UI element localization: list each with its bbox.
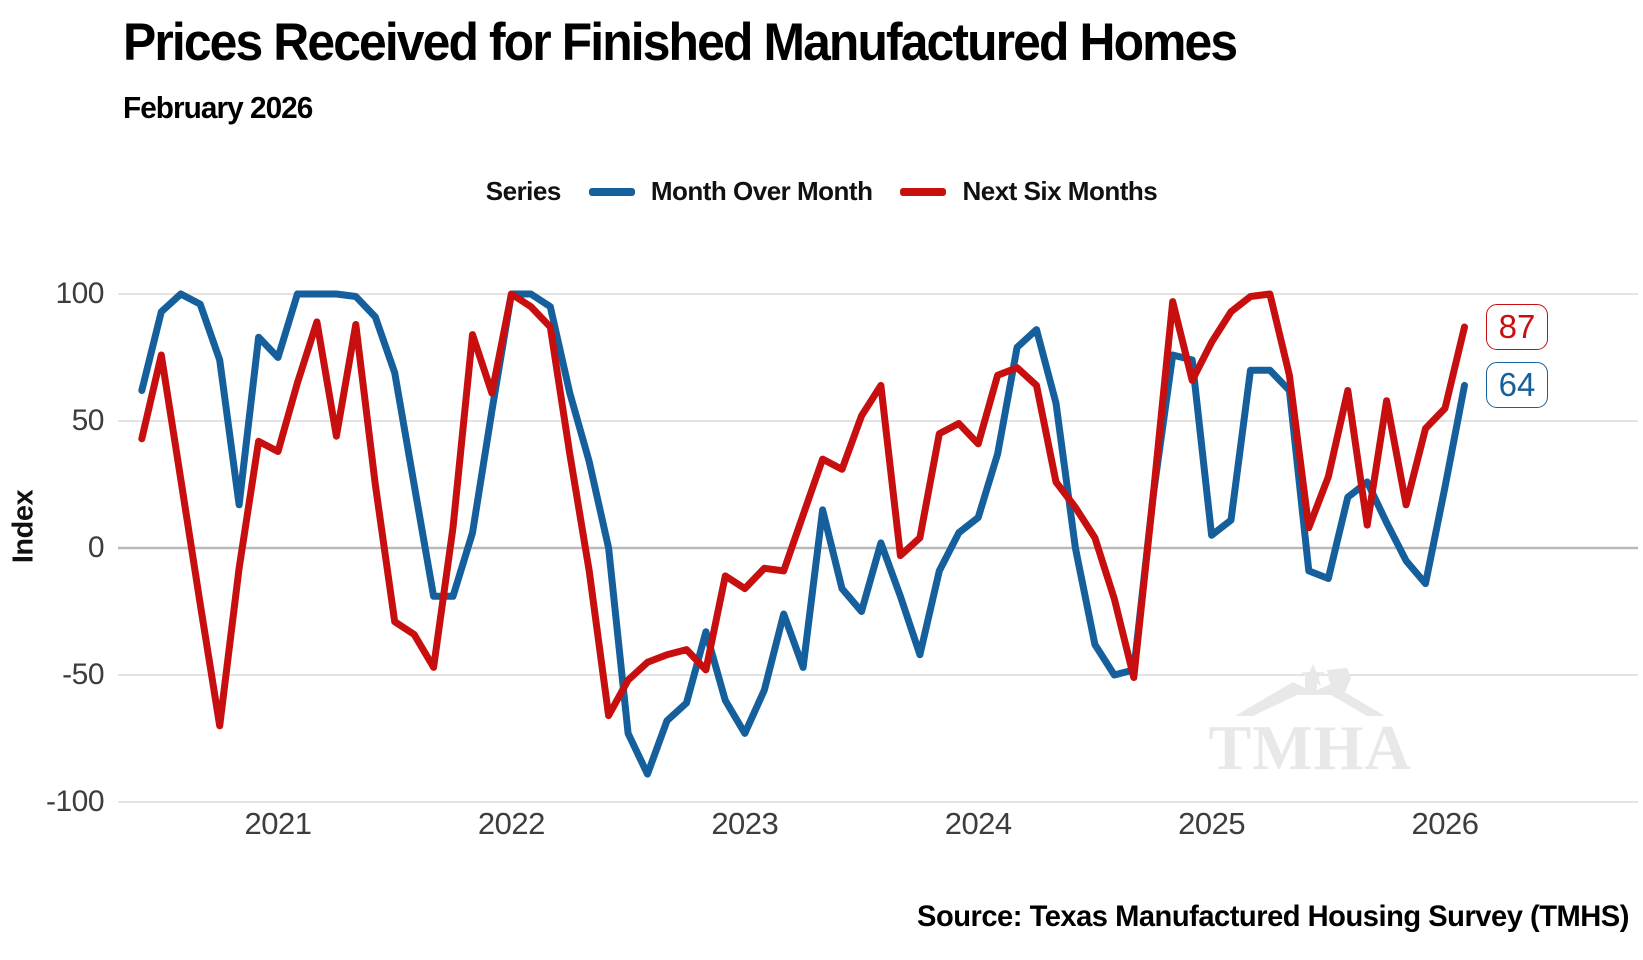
legend-title: Series (485, 176, 562, 206)
end-label-87: 87 (1486, 304, 1548, 351)
y-axis-tick-label: 0 (87, 531, 105, 564)
legend-item-month-over-month: Month Over Month (588, 176, 873, 207)
series-line-month-over-month (138, 290, 1468, 778)
series-line-next-six-months (138, 290, 1468, 730)
x-axis-tick-label-2026: 2026 (1411, 806, 1479, 841)
y-axis-tick-label: 50 (71, 404, 105, 437)
x-axis-tick-label-2022: 2022 (477, 806, 545, 841)
x-axis-tick-label-2024: 2024 (944, 806, 1012, 841)
legend-swatch-red-icon (900, 187, 947, 196)
y-axis-tick-label: 100 (55, 277, 104, 310)
legend: Series Month Over Month Next Six Months (0, 176, 1643, 207)
chart-subtitle: February 2026 (123, 90, 313, 125)
y-axis-title: Index (7, 489, 40, 564)
source-attribution: Source: Texas Manufactured Housing Surve… (917, 900, 1629, 933)
legend-label-month-over-month: Month Over Month (650, 176, 873, 206)
y-axis-tick-label: -100 (45, 785, 105, 818)
end-label-64: 64 (1486, 362, 1548, 409)
y-axis-tick-label: -50 (62, 658, 104, 691)
legend-swatch-blue-icon (588, 187, 635, 196)
x-axis-tick-label-2025: 2025 (1178, 806, 1246, 841)
legend-item-next-six-months: Next Six Months (900, 176, 1158, 207)
x-axis-tick-label-2023: 2023 (711, 806, 779, 841)
x-axis-tick-label-2021: 2021 (244, 806, 312, 841)
chart-title: Prices Received for Finished Manufacture… (123, 13, 1238, 72)
legend-label-next-six-months: Next Six Months (962, 176, 1158, 206)
